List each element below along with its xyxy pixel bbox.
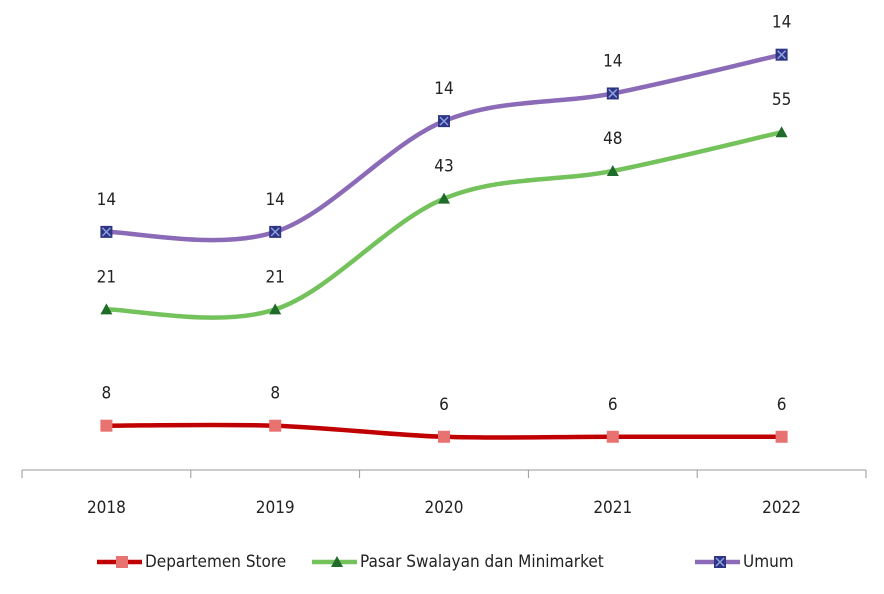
data-label: 8 (102, 384, 112, 404)
marker-cross (777, 50, 787, 60)
x-tick-label: 2020 (425, 498, 464, 518)
data-label: 48 (603, 129, 622, 149)
marker-cross (608, 88, 618, 98)
legend-marker-cross (715, 557, 725, 567)
data-label: 43 (434, 157, 453, 177)
marker-cross (101, 227, 111, 237)
data-label: 14 (265, 190, 284, 210)
marker (269, 303, 282, 315)
x-tick-label: 2021 (593, 498, 632, 518)
marker (606, 164, 619, 176)
marker (775, 430, 788, 443)
legend-label: Pasar Swalayan dan Minimarket (360, 552, 604, 572)
legend-marker (116, 556, 128, 568)
marker (100, 303, 113, 315)
marker-cross (270, 227, 280, 237)
marker (438, 192, 450, 204)
data-label: 6 (777, 395, 787, 415)
marker (269, 419, 282, 432)
x-tick-label: 2019 (256, 498, 295, 518)
legend-label: Departemen Store (145, 552, 286, 572)
legend-label: Umum (743, 552, 794, 572)
marker (100, 419, 113, 432)
data-label: 21 (97, 267, 116, 287)
marker (438, 430, 450, 443)
data-label: 55 (772, 90, 791, 110)
marker-cross (439, 116, 449, 126)
marker (606, 430, 619, 443)
marker (775, 126, 788, 138)
data-label: 14 (772, 13, 791, 33)
data-label: 14 (97, 190, 116, 210)
legend-marker (331, 556, 343, 567)
data-label: 8 (270, 384, 280, 404)
x-tick-label: 2018 (87, 498, 126, 518)
data-label: 21 (265, 267, 284, 287)
data-label: 6 (608, 395, 618, 415)
data-label: 6 (439, 395, 449, 415)
data-label: 14 (434, 79, 453, 99)
data-label: 14 (603, 51, 622, 71)
x-tick-label: 2022 (762, 498, 801, 518)
